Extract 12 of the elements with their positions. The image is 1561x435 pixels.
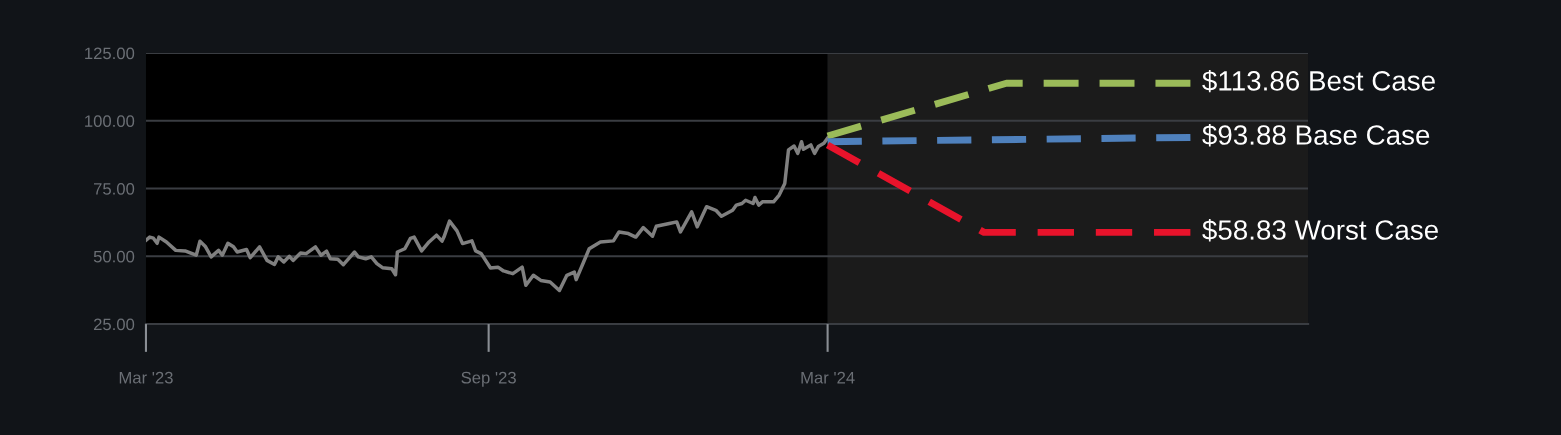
y-tick-label: 75.00 <box>93 182 135 195</box>
y-tick-label: 25.00 <box>93 318 135 331</box>
x-tick-label: Sep '23 <box>461 371 516 387</box>
annotation: $58.83 Worst Case <box>1202 219 1438 242</box>
line-series <box>145 136 830 293</box>
annotation: $93.88 Base Case <box>1202 124 1430 147</box>
y-tick-label: 125.00 <box>85 47 135 60</box>
x-tick-label: Mar '23 <box>119 371 173 384</box>
y-tick-label: 100.00 <box>85 115 135 128</box>
y-tick-label: 50.00 <box>93 250 135 263</box>
annotation: $113.86 Best Case <box>1202 69 1435 93</box>
x-tick-label: Mar '24 <box>801 371 855 384</box>
